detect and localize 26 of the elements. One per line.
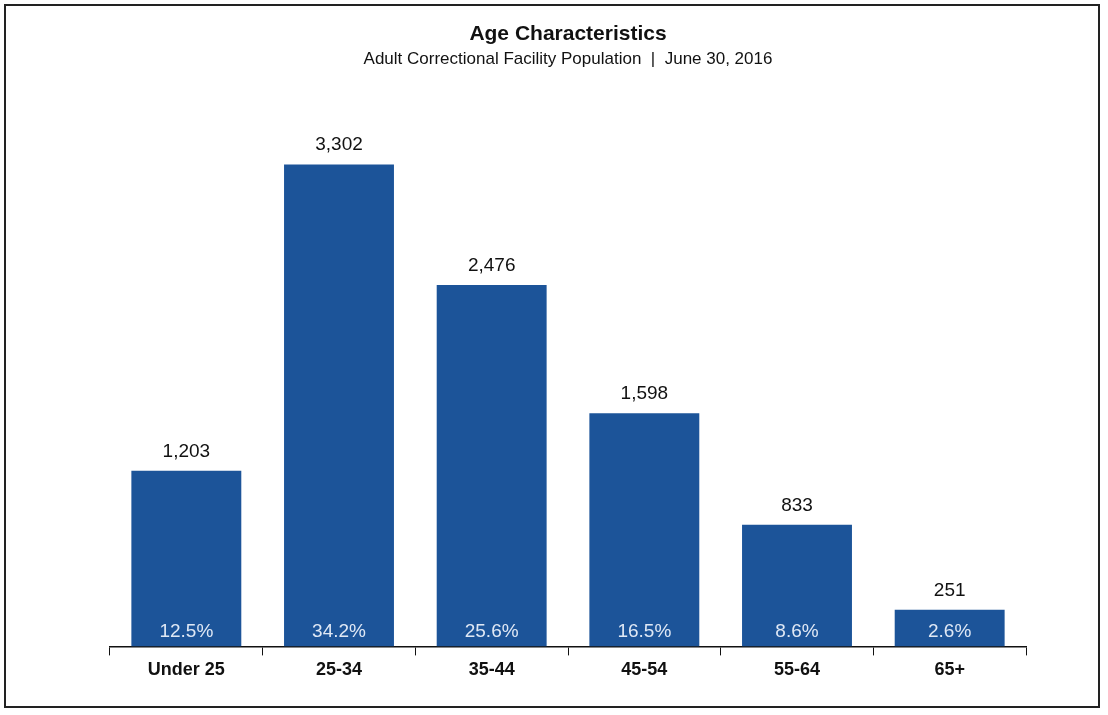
x-tick-label: 65+ bbox=[934, 659, 965, 680]
annotation: 16.5% bbox=[617, 620, 672, 642]
x-tick-label: 25-34 bbox=[315, 659, 363, 680]
annotation: 12.5% bbox=[159, 620, 214, 642]
bar bbox=[589, 413, 700, 647]
x-tick-label: 35-44 bbox=[468, 659, 515, 680]
annotation: 34.2% bbox=[312, 620, 367, 642]
annotation: 8.6% bbox=[775, 620, 819, 642]
data-label: 2,476 bbox=[467, 253, 516, 275]
x-tick-label: Under 25 bbox=[147, 659, 225, 680]
bar bbox=[742, 524, 852, 647]
annotation: 25.6% bbox=[464, 620, 519, 642]
bar bbox=[436, 285, 547, 647]
bar bbox=[894, 609, 1005, 647]
x-tick-label: 55-64 bbox=[773, 659, 821, 680]
data-label: 1,598 bbox=[620, 381, 669, 403]
bar bbox=[284, 164, 394, 647]
data-label: 833 bbox=[781, 493, 813, 515]
x-tick-label: 45-54 bbox=[621, 659, 668, 680]
data-label: 251 bbox=[933, 578, 966, 600]
chart-title: Age Characteristics bbox=[469, 21, 667, 45]
annotation: 2.6% bbox=[928, 620, 972, 642]
data-label: 3,302 bbox=[315, 133, 363, 155]
bar bbox=[131, 470, 242, 647]
chart-subtitle: Adult Correctional Facility Population | June 30, 2016 bbox=[363, 49, 773, 69]
data-label: 1,203 bbox=[162, 439, 211, 461]
